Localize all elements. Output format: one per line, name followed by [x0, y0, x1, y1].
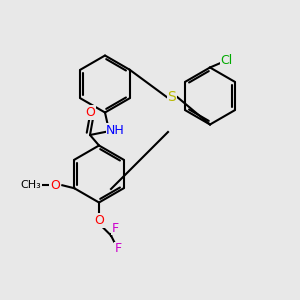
Text: F: F — [112, 221, 119, 235]
Text: CH₃: CH₃ — [20, 180, 41, 190]
Text: O: O — [50, 179, 60, 192]
Text: NH: NH — [106, 124, 125, 137]
Text: O: O — [85, 106, 95, 119]
Text: F: F — [115, 242, 122, 256]
Text: S: S — [168, 90, 176, 104]
Text: Cl: Cl — [220, 53, 232, 67]
Text: O: O — [94, 214, 104, 227]
